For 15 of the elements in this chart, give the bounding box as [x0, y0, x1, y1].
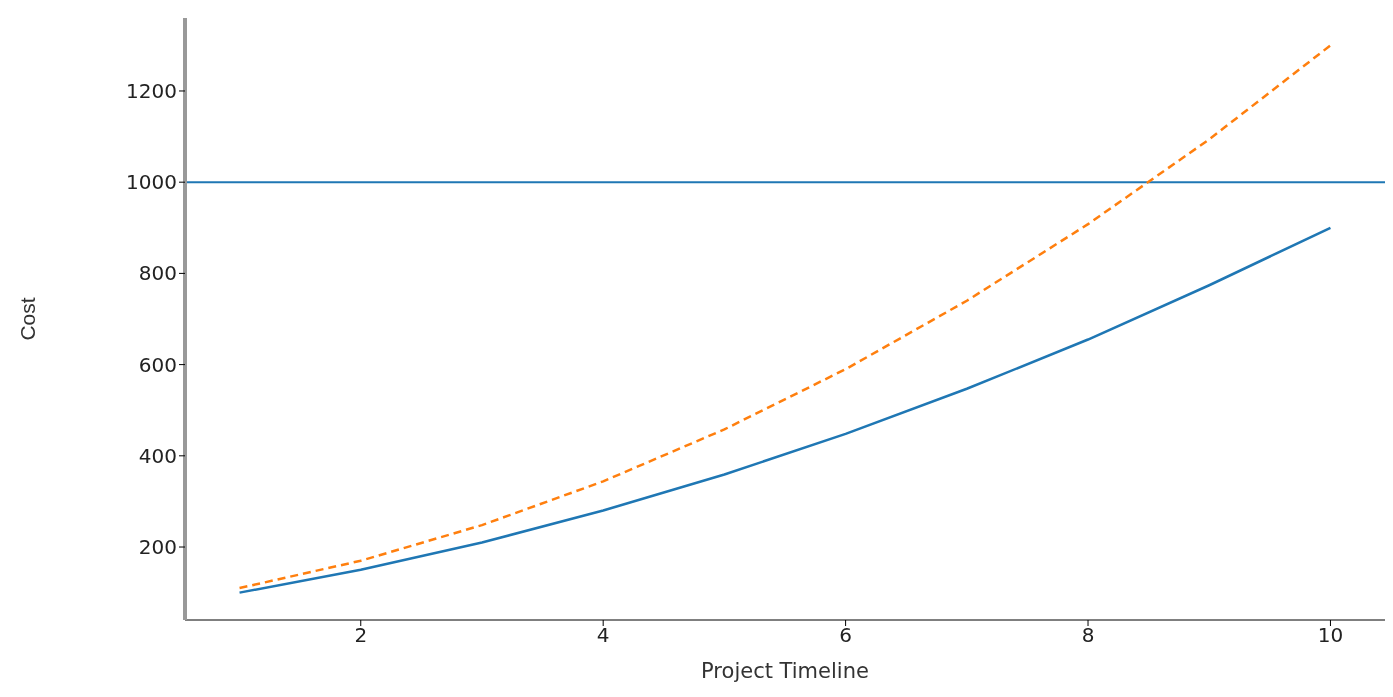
line-series — [238, 44, 1332, 590]
y-tick-label: 400 — [138, 443, 177, 468]
y-axis-title: Cost — [16, 297, 40, 341]
x-tick-label: 6 — [839, 623, 852, 648]
y-tick-label: 800 — [138, 261, 177, 286]
x-tick-label: 10 — [1317, 623, 1344, 648]
y-tick-label: 1200 — [126, 79, 177, 104]
x-tick-label: 8 — [1081, 623, 1095, 648]
x-tick-label: 4 — [596, 623, 610, 648]
x-axis-title: Project Timeline — [701, 659, 869, 683]
y-tick-label: 1000 — [126, 170, 177, 195]
x-tick-label: 2 — [354, 623, 368, 648]
y-tick-label: 600 — [138, 352, 177, 377]
y-tick-label: 200 — [138, 535, 177, 560]
line-series — [238, 226, 1332, 594]
